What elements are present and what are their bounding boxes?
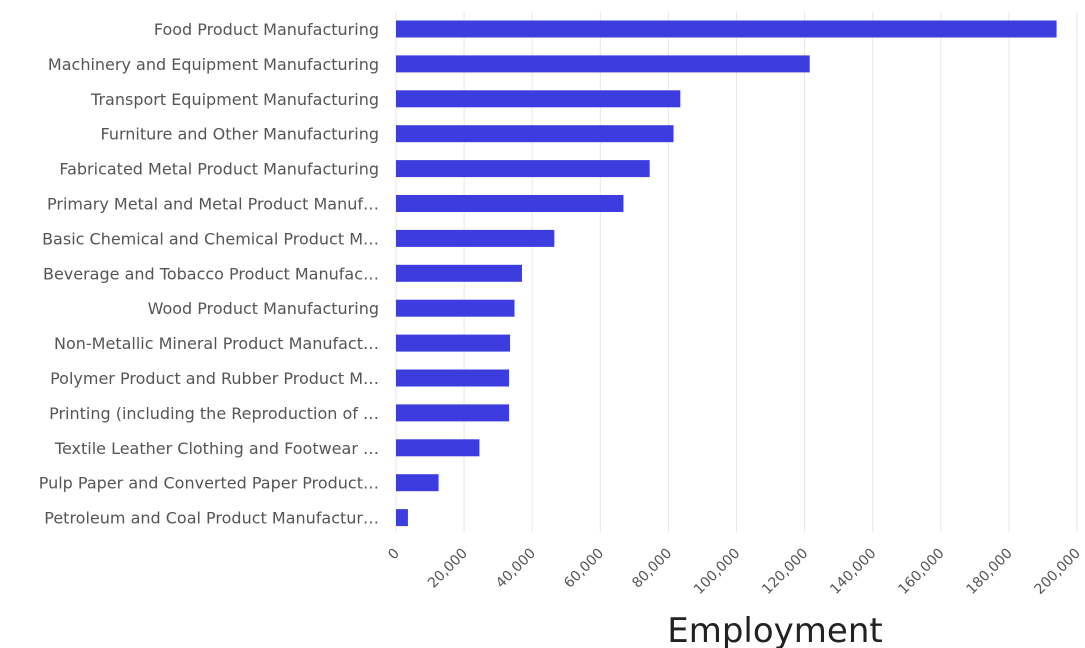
category-label: Wood Product Manufacturing	[148, 299, 379, 318]
x-tick-label: 0	[385, 546, 403, 564]
bar[interactable]	[396, 90, 681, 108]
x-tick-label: 80,000	[629, 546, 675, 592]
bar[interactable]	[396, 509, 408, 527]
bar[interactable]	[396, 439, 480, 457]
category-label: Printing (including the Reproduction of …	[49, 404, 379, 423]
category-label: Furniture and Other Manufacturing	[101, 125, 379, 144]
bar[interactable]	[396, 55, 810, 73]
bar[interactable]	[396, 369, 510, 387]
category-labels: Food Product Manufacturing Machinery and …	[39, 20, 379, 528]
bar[interactable]	[396, 264, 522, 282]
bar[interactable]	[396, 404, 510, 422]
bar[interactable]	[396, 160, 650, 178]
category-label: Polymer Product and Rubber Product M…	[50, 369, 379, 388]
category-label: Primary Metal and Metal Product Manuf…	[47, 195, 379, 214]
bar[interactable]	[396, 195, 624, 212]
category-label: Petroleum and Coal Product Manufactur…	[44, 509, 379, 528]
category-label: Transport Equipment Manufacturing	[90, 90, 379, 109]
x-tick-label: 140,000	[827, 546, 879, 598]
x-tick-labels: 0 20,000 40,000 60,000 80,000 100,000 120,000 1…	[385, 546, 1084, 598]
category-label: Machinery and Equipment Manufacturing	[48, 55, 379, 74]
category-label: Basic Chemical and Chemical Product M…	[42, 229, 379, 248]
bar[interactable]	[396, 334, 511, 352]
x-tick-label: 40,000	[493, 546, 539, 592]
category-label: Textile Leather Clothing and Footwear …	[54, 439, 379, 458]
x-tick-label: 100,000	[691, 546, 743, 598]
x-tick-label: 120,000	[759, 546, 811, 598]
x-tick-label: 160,000	[895, 546, 947, 598]
category-label: Food Product Manufacturing	[154, 20, 379, 39]
category-label: Non-Metallic Mineral Product Manufact…	[54, 334, 379, 353]
bar[interactable]	[396, 125, 674, 143]
x-axis-title: Employment	[667, 611, 882, 648]
bar[interactable]	[396, 299, 515, 317]
bar[interactable]	[396, 229, 555, 247]
x-tick-label: 60,000	[561, 546, 607, 592]
bars	[396, 20, 1057, 527]
category-label: Fabricated Metal Product Manufacturing	[59, 160, 379, 179]
category-label: Pulp Paper and Converted Paper Product…	[39, 474, 379, 493]
category-label: Beverage and Tobacco Product Manufac…	[43, 264, 379, 283]
x-tick-label: 20,000	[425, 546, 471, 592]
bar[interactable]	[396, 474, 439, 492]
x-tick-label: 180,000	[963, 546, 1015, 598]
bar[interactable]	[396, 20, 1057, 38]
x-tick-label: 200,000	[1032, 546, 1084, 598]
